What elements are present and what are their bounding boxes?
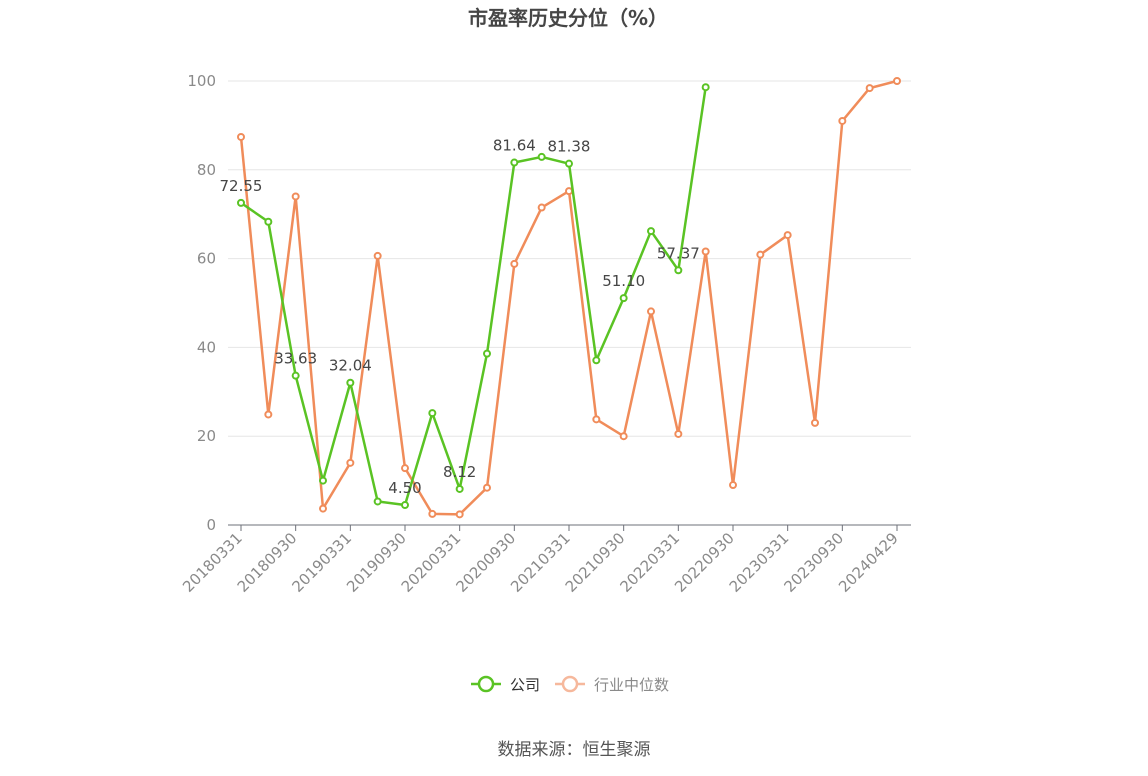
series-company	[237, 83, 710, 510]
data-point[interactable]	[291, 371, 300, 380]
data-point[interactable]	[373, 497, 382, 506]
data-label: 32.04	[329, 357, 372, 375]
source-note: 数据来源：恒生聚源	[498, 740, 651, 760]
data-point[interactable]	[401, 464, 409, 473]
grid	[228, 80, 911, 437]
data-point[interactable]	[264, 217, 273, 226]
data-point[interactable]	[592, 415, 601, 424]
data-point[interactable]	[701, 83, 710, 92]
data-label: 81.64	[493, 137, 536, 155]
y-tick-label: 80	[197, 161, 216, 179]
data-label: 33.63	[274, 350, 317, 368]
y-tick-label: 0	[206, 516, 216, 534]
data-point[interactable]	[537, 203, 546, 212]
data-point[interactable]	[729, 481, 737, 490]
data-point[interactable]	[565, 159, 573, 168]
data-point[interactable]	[592, 356, 601, 365]
data-labels: 72.55 33.63 32.04 4.50 8.12 81.64 81.38 51.10 57…	[220, 137, 700, 498]
data-label: 72.55	[220, 177, 263, 195]
data-point[interactable]	[783, 231, 792, 240]
legend[interactable]: 公司 行业中位数	[471, 675, 669, 694]
data-point[interactable]	[756, 250, 765, 259]
y-tick-label: 60	[197, 250, 216, 268]
legend-marker	[477, 675, 495, 693]
data-point[interactable]	[510, 158, 519, 167]
data-point[interactable]	[428, 509, 437, 518]
data-point[interactable]	[565, 187, 573, 196]
data-point[interactable]	[510, 259, 519, 268]
data-point[interactable]	[428, 409, 437, 418]
data-point[interactable]	[893, 77, 901, 85]
data-point[interactable]	[346, 458, 355, 467]
data-point[interactable]	[401, 501, 409, 510]
legend-item-company[interactable]: 公司	[471, 675, 540, 694]
chart-title: 市盈率历史分位（%）	[468, 6, 668, 30]
y-tick-label: 40	[197, 338, 216, 356]
data-point[interactable]	[619, 432, 628, 441]
legend-label: 行业中位数	[594, 676, 669, 694]
data-point[interactable]	[674, 266, 683, 275]
legend-item-industry-median[interactable]: 行业中位数	[555, 675, 669, 694]
data-point[interactable]	[647, 307, 655, 316]
data-point[interactable]	[483, 483, 491, 492]
legend-label: 公司	[510, 676, 540, 694]
data-point[interactable]	[811, 418, 819, 427]
data-point[interactable]	[319, 476, 327, 485]
data-label: 8.12	[443, 463, 476, 481]
data-point[interactable]	[455, 484, 464, 493]
data-point[interactable]	[838, 116, 847, 125]
data-point[interactable]	[537, 152, 546, 161]
data-point[interactable]	[483, 349, 491, 358]
data-label: 81.38	[548, 138, 591, 156]
data-label: 51.10	[602, 272, 645, 290]
series-industry-median	[237, 77, 901, 519]
data-point[interactable]	[619, 294, 628, 303]
data-point[interactable]	[373, 251, 382, 260]
y-tick-label: 100	[187, 72, 216, 90]
series-layer	[237, 77, 901, 519]
data-point[interactable]	[455, 510, 464, 519]
data-point[interactable]	[701, 247, 710, 256]
data-point[interactable]	[346, 378, 355, 387]
data-label: 57.37	[657, 244, 700, 262]
legend-marker	[561, 675, 579, 693]
data-point[interactable]	[319, 504, 327, 513]
data-point[interactable]	[237, 132, 245, 141]
data-point[interactable]	[237, 198, 245, 207]
data-point[interactable]	[647, 227, 655, 236]
y-tick-label: 20	[197, 427, 216, 445]
data-label: 4.50	[388, 479, 421, 497]
data-point[interactable]	[264, 410, 273, 419]
data-point[interactable]	[674, 429, 683, 438]
x-tick-label: 20240429	[835, 529, 902, 596]
data-point[interactable]	[291, 192, 300, 201]
data-point[interactable]	[865, 84, 874, 93]
series-line	[240, 87, 707, 507]
